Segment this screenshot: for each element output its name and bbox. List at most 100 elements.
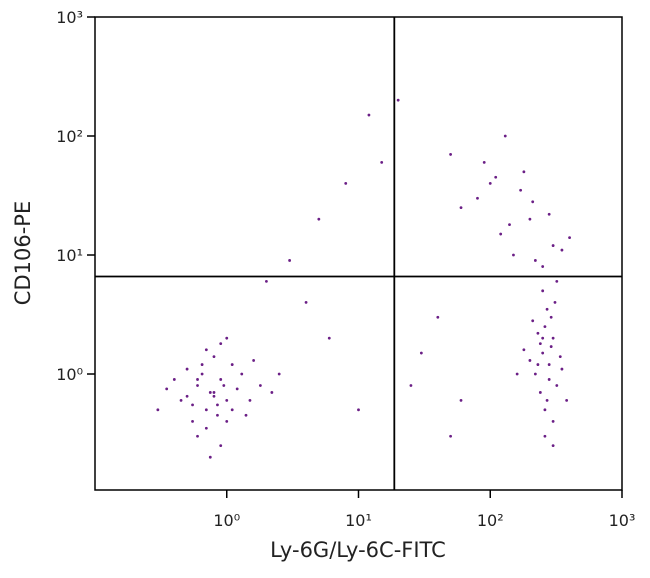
dot	[185, 367, 189, 371]
dot	[396, 98, 400, 102]
dot	[522, 170, 526, 174]
dot	[225, 419, 229, 423]
dot	[270, 391, 274, 394]
dot	[541, 265, 545, 268]
dot	[459, 206, 463, 210]
dot	[204, 408, 208, 412]
dot	[538, 391, 542, 394]
dot	[196, 378, 199, 381]
dot	[549, 345, 553, 348]
dot	[568, 236, 571, 240]
dot	[541, 289, 545, 293]
dot	[547, 212, 551, 216]
dot	[225, 336, 229, 340]
dot	[208, 455, 212, 459]
dot	[191, 403, 194, 407]
dot	[165, 387, 169, 391]
dot	[482, 161, 486, 164]
dot	[522, 348, 526, 352]
dot	[212, 391, 216, 394]
dot	[560, 367, 564, 371]
dot	[357, 408, 360, 412]
dot	[409, 384, 413, 387]
dot	[252, 359, 256, 362]
dot	[258, 384, 262, 387]
dot	[230, 408, 234, 412]
dot	[222, 384, 226, 387]
dot	[499, 232, 503, 236]
dot	[208, 391, 212, 394]
dot	[244, 413, 248, 417]
dot	[216, 413, 219, 417]
dot	[449, 153, 452, 156]
dot	[515, 372, 519, 376]
dot	[528, 217, 532, 221]
x-axis-label: Ly-6G/Ly-6C-FITC	[270, 538, 446, 562]
dot	[560, 248, 564, 252]
y-tick-label: 10²	[56, 127, 83, 146]
dot	[156, 408, 160, 412]
dot	[547, 363, 551, 366]
y-tick-label: 10³	[56, 8, 83, 27]
dot	[196, 384, 199, 387]
dot	[555, 280, 559, 283]
dot	[212, 355, 216, 359]
dot	[543, 434, 547, 438]
dot	[476, 196, 479, 200]
dot	[553, 300, 557, 304]
dot	[344, 181, 348, 185]
dot	[547, 378, 551, 381]
dot	[558, 355, 562, 359]
dot	[533, 372, 537, 376]
dot	[196, 434, 199, 438]
dot	[541, 336, 545, 340]
dot	[179, 399, 183, 402]
dot	[419, 351, 423, 355]
dot	[508, 223, 511, 227]
dot	[545, 307, 549, 311]
dot	[551, 419, 555, 423]
dot	[230, 363, 234, 366]
dot	[555, 384, 559, 387]
plot-frame	[94, 16, 623, 491]
dot	[216, 403, 219, 407]
dot	[219, 378, 223, 381]
dot	[549, 315, 553, 319]
dot	[543, 408, 547, 412]
dot	[519, 188, 523, 192]
dot	[185, 394, 189, 398]
x-tick-label: 10⁰	[213, 511, 240, 530]
x-tick-label: 10³	[609, 511, 636, 530]
dot	[459, 399, 463, 402]
dot	[551, 336, 555, 340]
dot	[235, 387, 239, 391]
dot	[551, 444, 555, 448]
dot	[265, 280, 268, 283]
dot	[449, 434, 452, 438]
dot	[488, 181, 492, 185]
dot	[543, 325, 547, 329]
dot	[288, 259, 292, 262]
dot	[494, 175, 498, 179]
dot	[225, 399, 229, 402]
dot	[536, 363, 540, 366]
dot	[219, 342, 223, 346]
y-tick-label: 10¹	[56, 246, 83, 265]
dot	[219, 444, 223, 448]
dot	[528, 359, 532, 362]
y-axis-label: CD106-PE	[11, 201, 35, 305]
dot	[200, 363, 204, 366]
dot	[248, 399, 252, 402]
dot	[304, 300, 308, 304]
dot	[200, 372, 204, 376]
dot	[551, 244, 555, 247]
dot	[531, 319, 535, 323]
dot	[277, 372, 281, 376]
dot	[436, 315, 440, 319]
dot	[204, 348, 208, 352]
dot	[317, 217, 321, 221]
x-tick-label: 10¹	[345, 511, 372, 530]
dot	[536, 331, 540, 335]
dot	[172, 378, 176, 381]
